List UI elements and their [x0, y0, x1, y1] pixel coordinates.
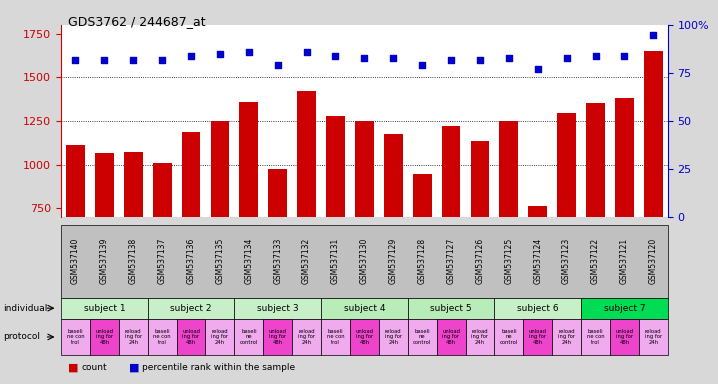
Bar [326, 116, 345, 339]
Text: reload
ing for
24h: reload ing for 24h [385, 329, 402, 345]
Point [589, 53, 601, 59]
Text: unload
ing for
48h: unload ing for 48h [95, 329, 113, 345]
Point [330, 53, 341, 59]
Point [416, 62, 428, 68]
Text: baseli
ne con
trol: baseli ne con trol [154, 329, 171, 345]
Text: individual: individual [4, 304, 48, 313]
Bar [210, 121, 229, 339]
Bar [500, 121, 518, 339]
Text: baseli
ne
control: baseli ne control [413, 329, 432, 345]
Bar [644, 51, 663, 339]
Point [503, 55, 515, 61]
Bar [442, 126, 460, 339]
Text: GSM537121: GSM537121 [620, 238, 629, 284]
Text: reload
ing for
24h: reload ing for 24h [645, 329, 662, 345]
Bar [239, 102, 258, 339]
Text: GSM537124: GSM537124 [533, 238, 542, 284]
Bar [413, 174, 432, 339]
Text: GSM537120: GSM537120 [649, 238, 658, 284]
Point [301, 49, 312, 55]
Point [532, 66, 544, 72]
Text: reload
ing for
24h: reload ing for 24h [211, 329, 228, 345]
Text: subject 6: subject 6 [517, 304, 559, 313]
Text: baseli
ne
control: baseli ne control [240, 329, 258, 345]
Text: GSM537131: GSM537131 [331, 238, 340, 284]
Text: baseli
ne con
trol: baseli ne con trol [327, 329, 345, 345]
Bar [297, 91, 316, 339]
Point [214, 51, 225, 57]
Text: GSM537130: GSM537130 [360, 238, 369, 284]
Text: unload
ing for
48h: unload ing for 48h [528, 329, 546, 345]
Point [388, 55, 399, 61]
Text: GSM537125: GSM537125 [504, 238, 513, 284]
Text: subject 7: subject 7 [604, 304, 645, 313]
Point [648, 31, 659, 38]
Bar [384, 134, 403, 339]
Text: GSM537137: GSM537137 [158, 238, 167, 284]
Point [561, 55, 572, 61]
Text: unload
ing for
48h: unload ing for 48h [182, 329, 200, 345]
Text: subject 5: subject 5 [430, 304, 472, 313]
Text: baseli
ne con
trol: baseli ne con trol [67, 329, 84, 345]
Point [128, 56, 139, 63]
Text: GSM537123: GSM537123 [562, 238, 571, 284]
Text: subject 4: subject 4 [344, 304, 385, 313]
Point [70, 56, 81, 63]
Point [272, 62, 284, 68]
Point [358, 55, 370, 61]
Text: unload
ing for
48h: unload ing for 48h [442, 329, 460, 345]
Bar [615, 98, 634, 339]
Point [98, 56, 110, 63]
Text: GSM537138: GSM537138 [129, 238, 138, 284]
Text: GSM537140: GSM537140 [71, 238, 80, 284]
Text: subject 1: subject 1 [83, 304, 125, 313]
Text: unload
ing for
48h: unload ing for 48h [269, 329, 286, 345]
Text: protocol: protocol [4, 333, 41, 341]
Bar [586, 103, 605, 339]
Text: unload
ing for
48h: unload ing for 48h [355, 329, 373, 345]
Text: GSM537128: GSM537128 [418, 238, 426, 284]
Point [243, 49, 255, 55]
Text: subject 3: subject 3 [257, 304, 299, 313]
Bar [124, 152, 143, 339]
Text: unload
ing for
48h: unload ing for 48h [615, 329, 633, 345]
Text: percentile rank within the sample: percentile rank within the sample [142, 363, 295, 372]
Bar [355, 121, 374, 339]
Text: GSM537136: GSM537136 [187, 238, 195, 284]
Text: reload
ing for
24h: reload ing for 24h [558, 329, 575, 345]
Point [157, 56, 168, 63]
Text: GSM537127: GSM537127 [447, 238, 455, 284]
Text: count: count [81, 363, 107, 372]
Text: reload
ing for
24h: reload ing for 24h [125, 329, 142, 345]
Text: GSM537133: GSM537133 [274, 238, 282, 284]
Bar [557, 113, 576, 339]
Text: GDS3762 / 244687_at: GDS3762 / 244687_at [68, 15, 206, 28]
Bar [66, 146, 85, 339]
Text: baseli
ne
control: baseli ne control [500, 329, 518, 345]
Text: GSM537134: GSM537134 [244, 238, 253, 284]
Text: GSM537126: GSM537126 [475, 238, 485, 284]
Bar [95, 153, 113, 339]
Text: reload
ing for
24h: reload ing for 24h [298, 329, 315, 345]
Point [474, 56, 485, 63]
Text: baseli
ne con
trol: baseli ne con trol [587, 329, 605, 345]
Text: GSM537122: GSM537122 [591, 238, 600, 284]
Point [185, 53, 197, 59]
Point [445, 56, 457, 63]
Text: reload
ing for
24h: reload ing for 24h [472, 329, 488, 345]
Text: subject 2: subject 2 [170, 304, 212, 313]
Bar [182, 132, 200, 339]
Bar [153, 163, 172, 339]
Text: GSM537129: GSM537129 [388, 238, 398, 284]
Bar [470, 141, 490, 339]
Text: GSM537139: GSM537139 [100, 238, 109, 284]
Bar [528, 207, 547, 339]
Text: ■: ■ [129, 362, 140, 372]
Text: GSM537135: GSM537135 [215, 238, 225, 284]
Bar [269, 169, 287, 339]
Point [619, 53, 630, 59]
Text: GSM537132: GSM537132 [302, 238, 311, 284]
Text: ■: ■ [68, 362, 79, 372]
